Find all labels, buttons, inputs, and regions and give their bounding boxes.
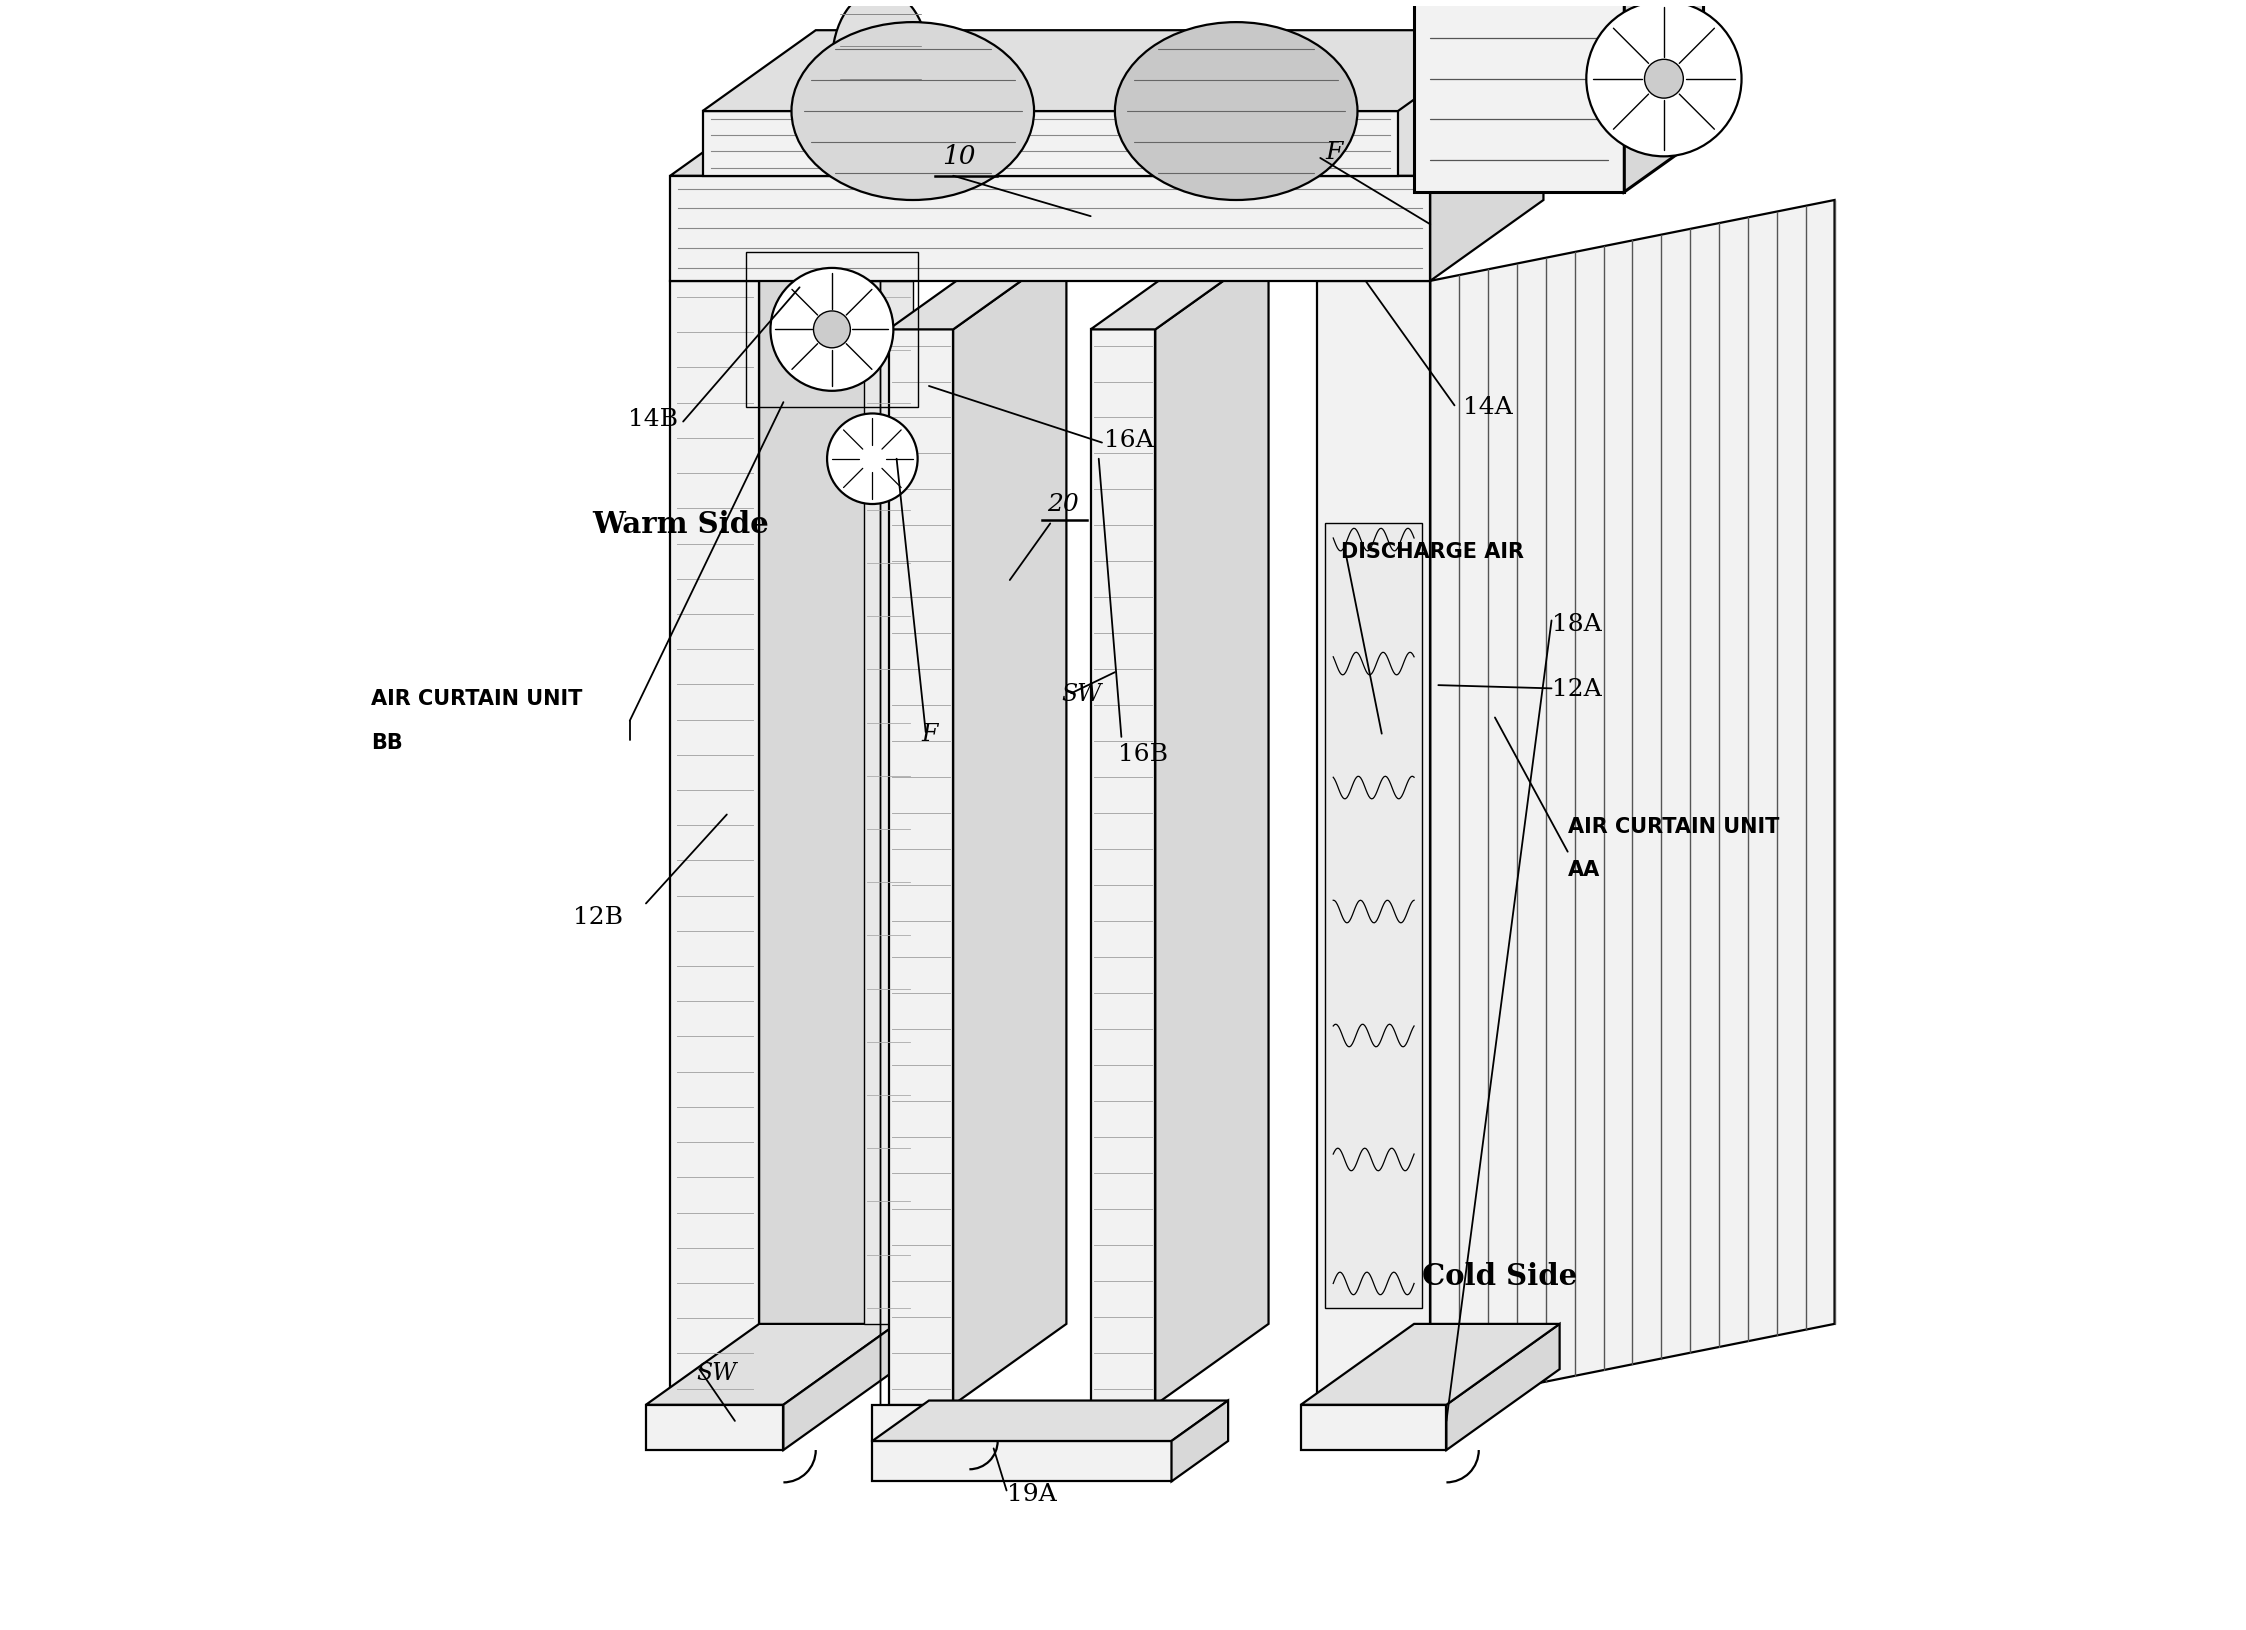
Polygon shape bbox=[647, 1324, 896, 1405]
Text: AIR CURTAIN UNIT: AIR CURTAIN UNIT bbox=[1568, 817, 1779, 836]
Polygon shape bbox=[669, 200, 871, 282]
Text: 20: 20 bbox=[1047, 492, 1078, 517]
Circle shape bbox=[813, 311, 851, 349]
Polygon shape bbox=[1300, 1405, 1446, 1451]
Polygon shape bbox=[871, 1441, 1172, 1482]
Polygon shape bbox=[889, 331, 952, 1405]
Polygon shape bbox=[669, 282, 759, 1405]
Text: 14A: 14A bbox=[1462, 396, 1512, 419]
Text: SW: SW bbox=[1062, 683, 1103, 706]
Polygon shape bbox=[1431, 96, 1543, 282]
Text: SW: SW bbox=[696, 1361, 737, 1384]
Polygon shape bbox=[889, 249, 1067, 331]
Text: DISCHARGE AIR: DISCHARGE AIR bbox=[1341, 541, 1525, 562]
Text: F: F bbox=[1325, 140, 1343, 165]
Text: 14B: 14B bbox=[629, 408, 678, 430]
Polygon shape bbox=[1325, 525, 1422, 1307]
Text: Warm Side: Warm Side bbox=[593, 510, 770, 538]
Polygon shape bbox=[1316, 1324, 1543, 1405]
Polygon shape bbox=[759, 200, 871, 1405]
Text: 19A: 19A bbox=[1006, 1482, 1056, 1504]
Ellipse shape bbox=[1114, 23, 1357, 200]
Polygon shape bbox=[647, 1405, 784, 1451]
Ellipse shape bbox=[831, 0, 930, 137]
Circle shape bbox=[770, 269, 894, 391]
Polygon shape bbox=[952, 249, 1067, 1405]
Polygon shape bbox=[1154, 249, 1269, 1405]
Circle shape bbox=[1586, 2, 1741, 156]
Polygon shape bbox=[1074, 1405, 1172, 1441]
Text: 16A: 16A bbox=[1103, 429, 1154, 452]
Polygon shape bbox=[1446, 1324, 1559, 1451]
Polygon shape bbox=[1431, 200, 1835, 1405]
Text: 18A: 18A bbox=[1552, 613, 1601, 636]
Polygon shape bbox=[703, 31, 1512, 112]
Polygon shape bbox=[1092, 249, 1269, 331]
Polygon shape bbox=[1624, 0, 1702, 192]
Text: F: F bbox=[921, 722, 937, 745]
Polygon shape bbox=[703, 112, 1397, 176]
Polygon shape bbox=[1415, 0, 1624, 192]
Text: 12A: 12A bbox=[1552, 678, 1601, 701]
Ellipse shape bbox=[791, 23, 1033, 200]
Text: 16B: 16B bbox=[1119, 742, 1168, 764]
Circle shape bbox=[827, 414, 919, 505]
Text: 12B: 12B bbox=[573, 905, 622, 929]
Polygon shape bbox=[1300, 1324, 1559, 1405]
Polygon shape bbox=[784, 1324, 896, 1451]
Polygon shape bbox=[865, 282, 912, 1324]
Polygon shape bbox=[669, 96, 1543, 176]
Text: AIR CURTAIN UNIT: AIR CURTAIN UNIT bbox=[371, 688, 582, 709]
Text: BB: BB bbox=[371, 732, 402, 753]
Polygon shape bbox=[871, 1400, 1229, 1441]
Polygon shape bbox=[871, 1405, 970, 1441]
Text: 10: 10 bbox=[941, 143, 975, 168]
Text: Cold Side: Cold Side bbox=[1422, 1262, 1577, 1289]
Text: AA: AA bbox=[1568, 861, 1599, 880]
Circle shape bbox=[1644, 60, 1682, 99]
Polygon shape bbox=[1316, 282, 1431, 1405]
Polygon shape bbox=[669, 176, 1431, 282]
Polygon shape bbox=[1172, 1400, 1229, 1482]
Polygon shape bbox=[1092, 331, 1154, 1405]
